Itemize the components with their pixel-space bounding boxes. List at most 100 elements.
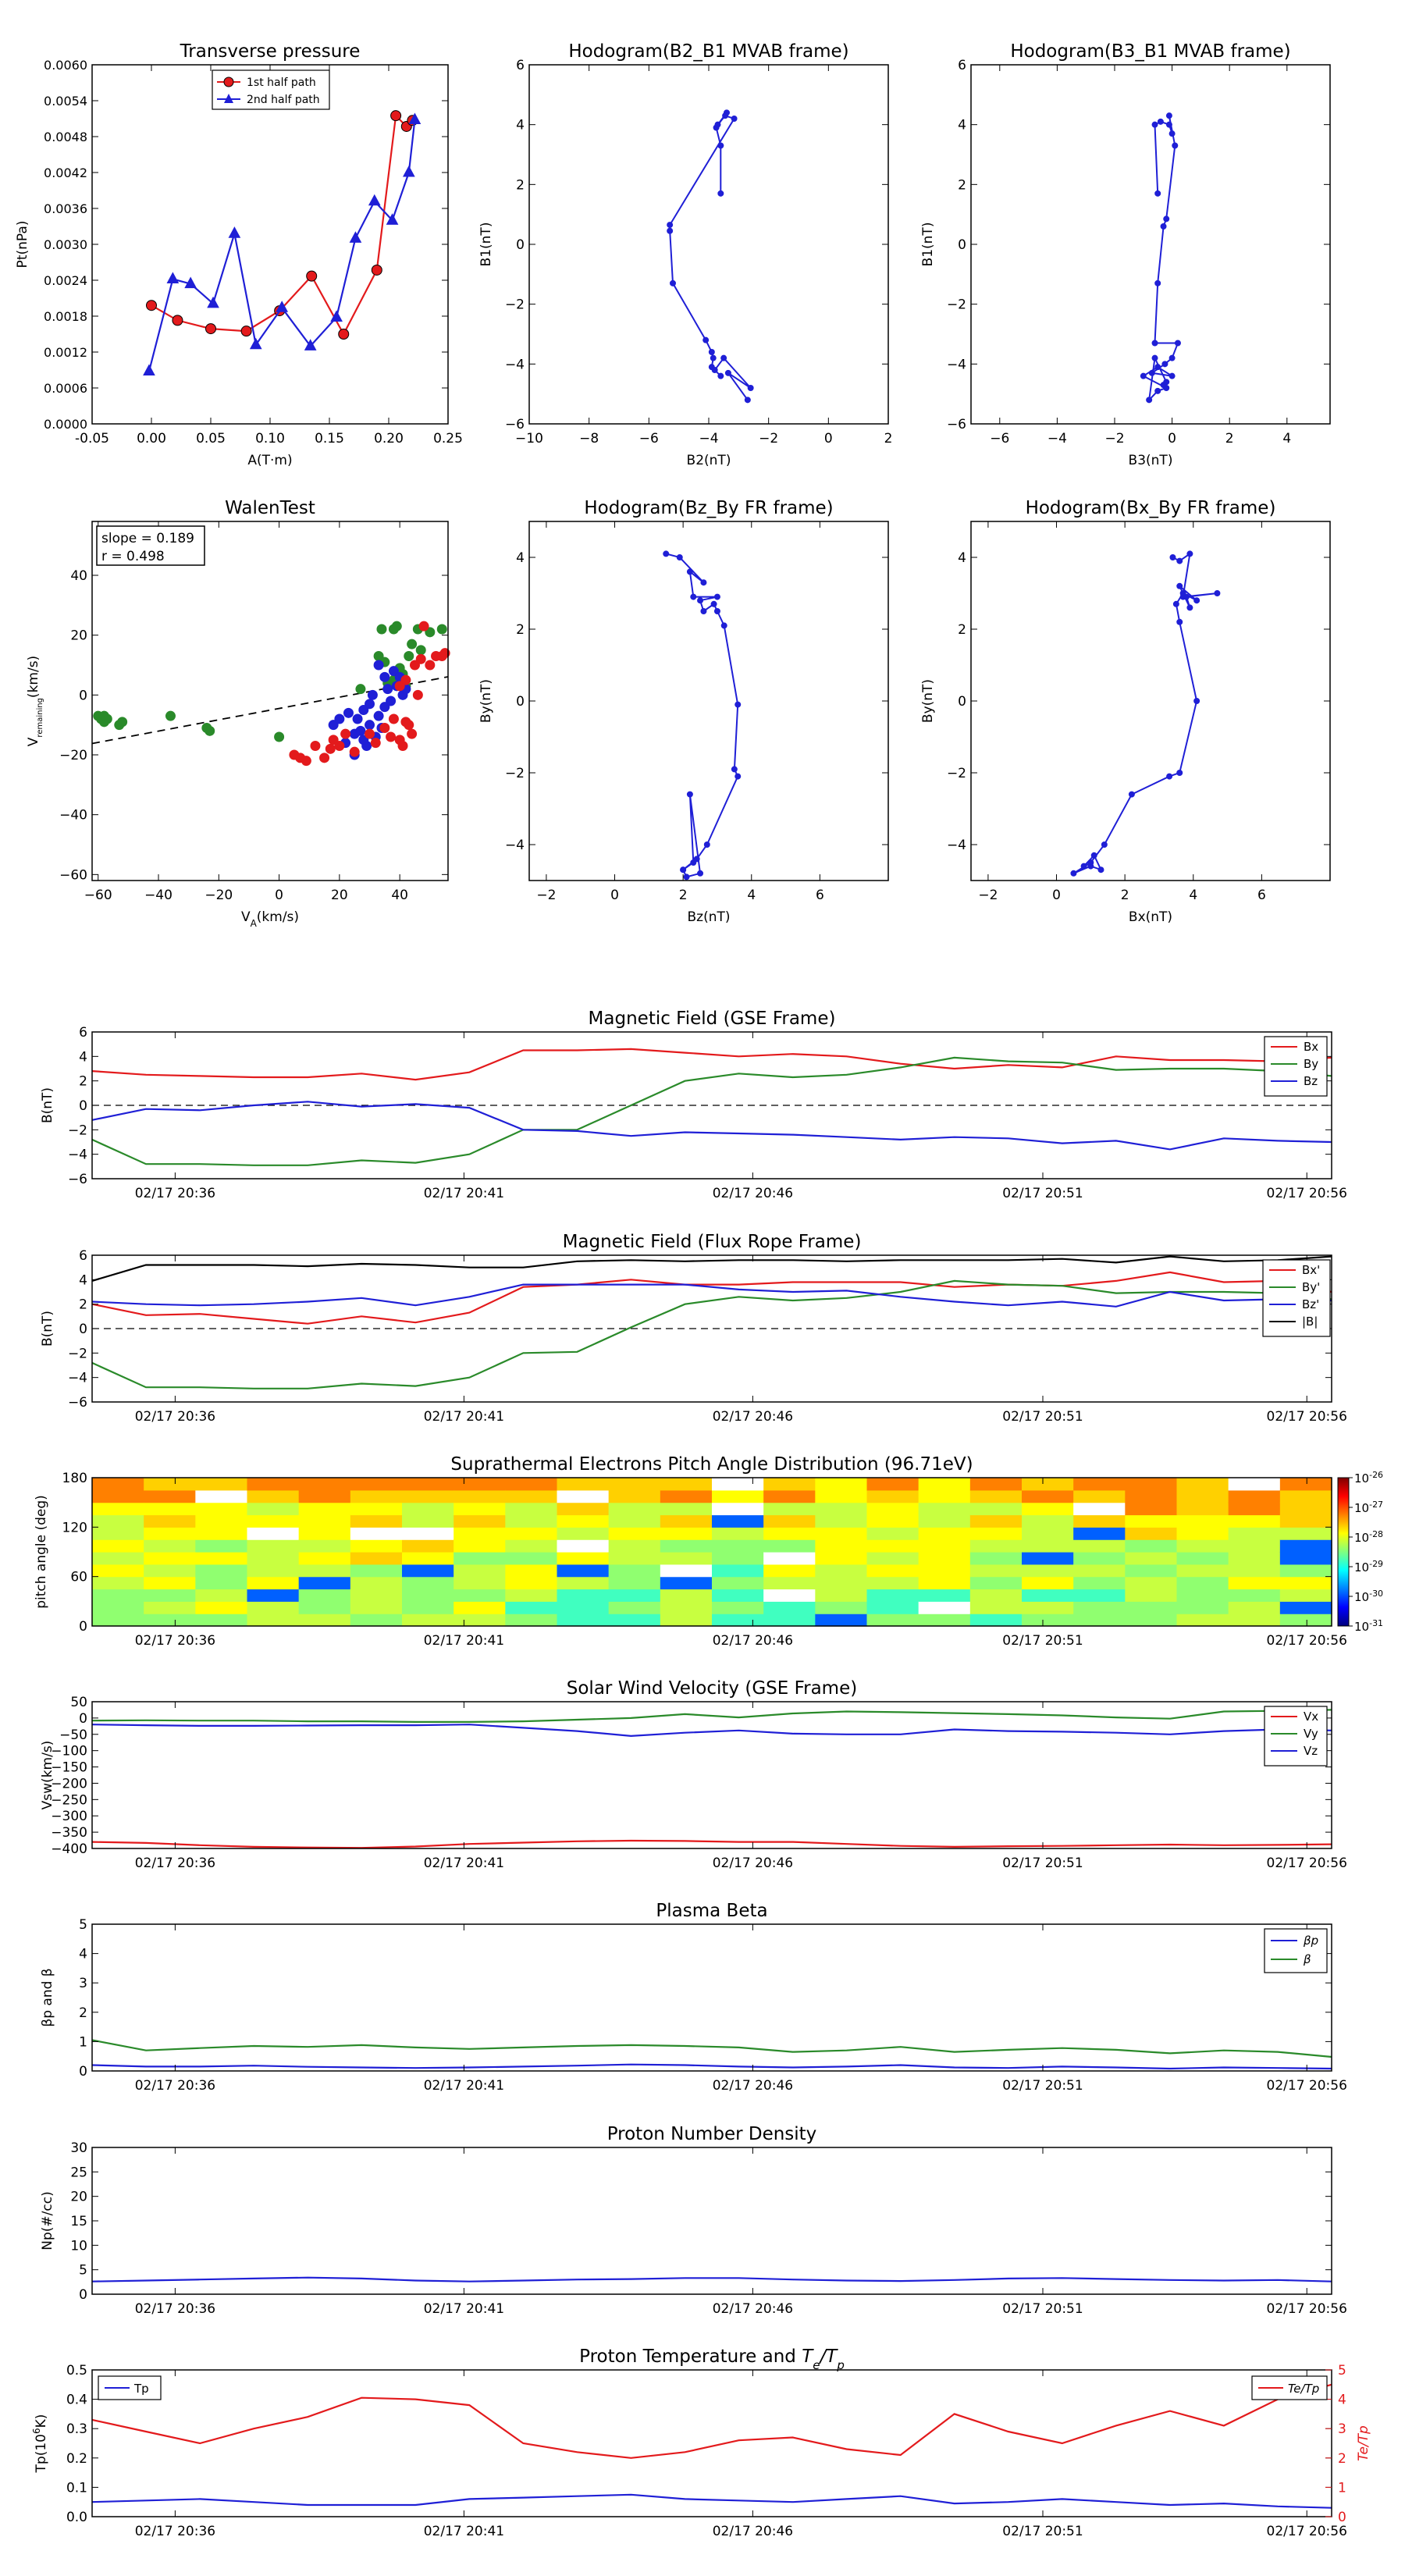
heatmap-cell (92, 1576, 144, 1590)
heatmap-cell (195, 1614, 248, 1627)
data-point (717, 142, 724, 149)
y-tick-label: 0.0048 (44, 130, 87, 144)
colorbar-tick-label: 10-29 (1354, 1559, 1383, 1575)
x-tick-label: 0.20 (374, 431, 404, 447)
plot-frame (91, 2369, 1332, 2517)
heatmap-cell (1176, 1478, 1229, 1491)
heatmap-cell (402, 1539, 454, 1553)
x-tick-label: 2 (1121, 888, 1129, 903)
scatter-point-blue (373, 710, 384, 721)
y-tick-label: 0 (958, 237, 966, 253)
heatmap-cell (454, 1576, 506, 1590)
y-axis-label: Tp(106K) (31, 2414, 49, 2474)
heatmap-cell (350, 1601, 403, 1614)
heatmap-cell (557, 1601, 610, 1614)
legend-marker (223, 76, 234, 87)
heatmap-cell (402, 1478, 454, 1491)
heatmap-cell (298, 1564, 351, 1578)
y-tick-label: −400 (51, 1841, 87, 1857)
y-tick-label: 2 (958, 177, 966, 193)
data-point (710, 354, 717, 361)
heatmap-cell (815, 1552, 868, 1565)
x-label-unit: (km/s) (257, 909, 299, 925)
chart-title-math: T (802, 2347, 814, 2367)
heatmap-cell (298, 1539, 351, 1553)
time-tick-label: 02/17 20:51 (1002, 2524, 1083, 2539)
y-tick-label: −4 (505, 357, 525, 372)
colorbar-tick-label: 10-30 (1354, 1589, 1383, 1605)
scatter-point-red (301, 756, 311, 767)
heatmap-cell (1125, 1589, 1178, 1602)
colorbar-tick-exp: -28 (1369, 1529, 1383, 1539)
time-tick-label: 02/17 20:56 (1267, 2078, 1347, 2094)
data-point (1169, 554, 1176, 560)
colorbar-tick-base: 10 (1354, 1471, 1369, 1485)
heatmap-cell (195, 1589, 248, 1602)
time-tick-label: 02/17 20:36 (135, 1186, 215, 1201)
heatmap-cell (608, 1576, 661, 1590)
time-tick-label: 02/17 20:41 (424, 2078, 504, 2094)
data-point (735, 773, 742, 780)
data-point (686, 568, 693, 575)
data-point (1172, 142, 1179, 149)
heatmap-cell (247, 1478, 300, 1491)
heatmap-cell (505, 1514, 558, 1528)
heatmap-cell (918, 1514, 971, 1528)
scatter-point-green (407, 639, 418, 649)
y-tick-label: 6 (516, 58, 525, 73)
scatter-point-red (412, 689, 423, 700)
y-tick-label: 50 (70, 1695, 87, 1710)
legend-entry: Vx (1304, 1710, 1318, 1724)
scatter-point-blue (355, 725, 366, 736)
heatmap-cell (505, 1539, 558, 1553)
scatter-point-red (397, 741, 408, 751)
chart-pitch-angle-heatmap: Suprathermal Electrons Pitch Angle Distr… (34, 1454, 1383, 1649)
y-tick-label: 0.0054 (44, 94, 87, 109)
heatmap-cell (195, 1478, 248, 1491)
x-tick-label: −8 (579, 431, 599, 447)
chart-walen-test: WalenTest −60 −40 −20 0 20 40 −60 −40 −20 0 20 40 slo… (26, 498, 450, 929)
colorbar-tick-label: 10-31 (1354, 1618, 1383, 1635)
heatmap-cell (1022, 1527, 1074, 1540)
scatter-point-green (436, 624, 447, 635)
heatmap-cell (660, 1527, 713, 1540)
data-point (680, 866, 687, 873)
heatmap-cell (247, 1527, 300, 1540)
y-tick-label: −300 (51, 1809, 87, 1824)
annotation-r: r = 0.498 (101, 549, 165, 564)
heatmap-cell (402, 1527, 454, 1540)
heatmap-cell (1279, 1502, 1332, 1516)
y-tick-label: −100 (51, 1744, 87, 1759)
data-point (1179, 590, 1186, 596)
heatmap-cell (815, 1564, 868, 1578)
heatmap-cell (454, 1601, 506, 1614)
data-point (724, 369, 731, 376)
heatmap-cell (660, 1564, 713, 1578)
y-tick-label: −350 (51, 1825, 87, 1841)
y-axis-label: B1(nT) (478, 222, 494, 267)
heatmap-cell (660, 1478, 713, 1491)
legend-entry: Te/Tp (1288, 2382, 1319, 2396)
chart-9: Solar Wind Velocity (GSE Frame)−400−350−… (40, 1678, 1347, 1871)
data-point (747, 385, 754, 391)
plot-frame (91, 2147, 1332, 2295)
time-tick-label: 02/17 20:46 (713, 1856, 793, 1871)
heatmap-cell (1125, 1601, 1178, 1614)
heatmap-cell (660, 1589, 713, 1602)
heatmap-cell (402, 1601, 454, 1614)
legend-entry: 1st half path (247, 76, 316, 89)
heatmap-cell (144, 1514, 196, 1528)
series-line (665, 553, 739, 878)
x-axis-label: B3(nT) (1129, 453, 1173, 468)
data-point (700, 608, 707, 614)
time-tick-label: 02/17 20:41 (424, 2301, 504, 2317)
heatmap-cell (1279, 1552, 1332, 1565)
legend-entry: Vz (1304, 1744, 1318, 1758)
x-axis-label: VA(km/s) (241, 909, 299, 929)
heatmap-cell (247, 1502, 300, 1516)
heatmap-cell (454, 1527, 506, 1540)
y-tick-label: 0.0060 (44, 58, 87, 73)
data-point (1080, 863, 1087, 870)
plot-frame (91, 1923, 1332, 2072)
data-point-2nd-half (228, 226, 241, 238)
